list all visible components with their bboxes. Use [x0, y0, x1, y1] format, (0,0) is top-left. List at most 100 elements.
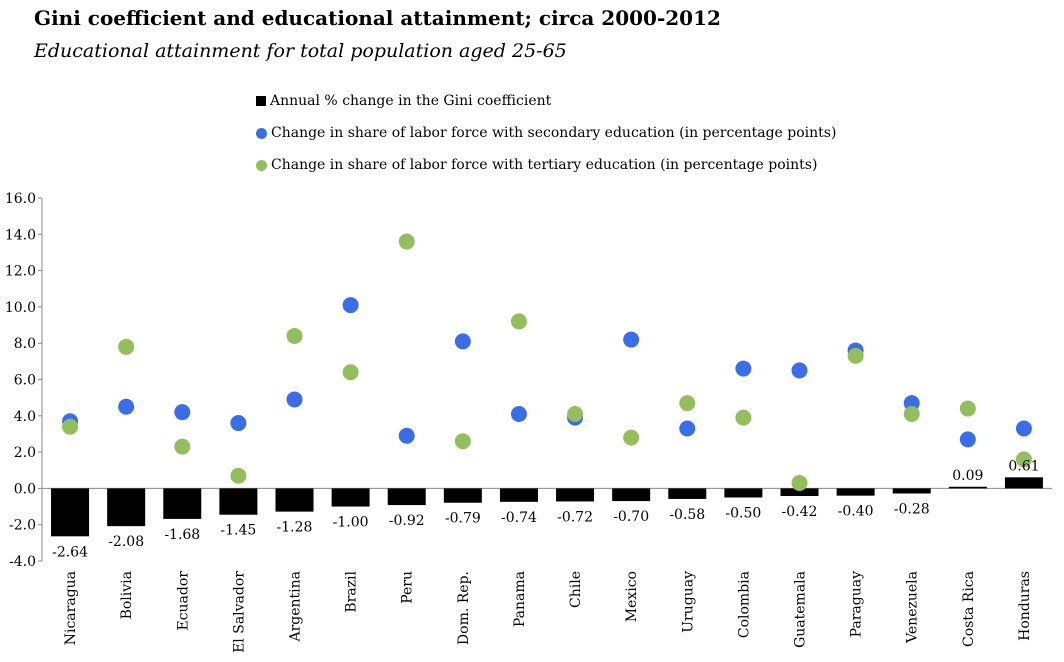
gini-bar — [892, 488, 931, 494]
secondary-point — [342, 297, 359, 314]
gini-bar — [443, 488, 482, 503]
y-tick-label: 16.0 — [5, 191, 36, 207]
bar-data-label: -0.42 — [782, 504, 818, 520]
x-tick-label: Ecuador — [175, 571, 191, 631]
chart-legend: Annual % change in the Gini coefficient … — [256, 92, 836, 188]
tertiary-point — [903, 405, 920, 422]
gini-bar — [780, 488, 819, 497]
secondary-point — [1015, 420, 1032, 437]
bar-data-label: -1.00 — [333, 515, 369, 531]
legend-label-secondary: Change in share of labor force with seco… — [271, 125, 837, 141]
tertiary-point — [623, 429, 640, 446]
gini-bar — [499, 488, 538, 502]
tertiary-point — [174, 438, 191, 455]
x-tick-label: Mexico — [624, 571, 640, 622]
chart-title: Gini coefficient and educational attainm… — [34, 6, 721, 30]
secondary-point — [286, 391, 303, 408]
tertiary-point — [1015, 451, 1032, 468]
gini-bar — [331, 488, 370, 507]
y-tick-label: 8.0 — [14, 336, 36, 352]
secondary-point — [623, 331, 640, 348]
x-tick-label: Costa Rica — [961, 571, 977, 647]
bar-data-label: -0.58 — [669, 507, 705, 523]
tertiary-point — [62, 418, 79, 435]
tertiary-point — [118, 338, 135, 355]
secondary-point — [230, 415, 247, 432]
y-tick-label: 6.0 — [14, 373, 36, 389]
bar-data-label: -0.74 — [501, 510, 537, 526]
x-tick-label: Colombia — [736, 571, 752, 638]
bar-data-label: -0.79 — [445, 511, 481, 527]
gini-bar — [275, 488, 314, 512]
x-tick-label: Venezuela — [905, 571, 921, 644]
y-tick-label: -4.0 — [9, 554, 36, 570]
tertiary-point — [735, 409, 752, 426]
bar-data-label: 0.09 — [952, 468, 983, 484]
y-tick-label: -2.0 — [9, 518, 36, 534]
bar-data-label: 0.61 — [1008, 458, 1039, 474]
secondary-point — [959, 431, 976, 448]
x-tick-label: Dom. Rep. — [456, 571, 472, 645]
bar-data-label: -2.08 — [108, 534, 144, 550]
tertiary-point — [454, 433, 471, 450]
gini-bar — [668, 488, 707, 499]
x-tick-label: El Salvador — [231, 571, 247, 653]
y-tick-label: 2.0 — [14, 445, 36, 461]
tertiary-point — [230, 467, 247, 484]
bar-data-label: -0.70 — [613, 509, 649, 525]
x-tick-label: Bolivia — [119, 571, 135, 619]
gini-bar — [836, 488, 875, 496]
y-tick-label: 14.0 — [5, 227, 36, 243]
bar-data-label: -0.92 — [389, 513, 425, 529]
secondary-point — [118, 398, 135, 415]
tertiary-point — [342, 364, 359, 381]
chart-subtitle: Educational attainment for total populat… — [34, 40, 567, 62]
gini-bar — [163, 488, 202, 519]
bar-data-label: -1.28 — [277, 520, 313, 536]
tertiary-point — [679, 395, 696, 412]
x-tick-label: Nicaragua — [63, 571, 79, 645]
gini-bar — [724, 488, 763, 498]
x-tick-label: Panama — [512, 571, 528, 627]
legend-swatch-tertiary — [256, 159, 267, 171]
bar-data-label: -2.64 — [52, 544, 88, 560]
tertiary-point — [567, 405, 584, 422]
gini-bar — [556, 488, 595, 502]
x-tick-label: Honduras — [1017, 571, 1033, 641]
gini-bar — [387, 488, 426, 506]
tertiary-point — [398, 233, 415, 250]
y-tick-label: 0.0 — [14, 481, 36, 497]
x-tick-label: Peru — [400, 571, 416, 604]
x-tick-label: Chile — [568, 571, 584, 608]
legend-item-tertiary: Change in share of labor force with tert… — [256, 156, 836, 174]
y-tick-label: 4.0 — [14, 409, 36, 425]
legend-item-secondary: Change in share of labor force with seco… — [256, 124, 836, 142]
x-tick-label: Guatemala — [793, 571, 809, 648]
tertiary-point — [286, 327, 303, 344]
gini-bar — [51, 488, 90, 537]
secondary-point — [174, 404, 191, 421]
legend-item-gini: Annual % change in the Gini coefficient — [256, 92, 836, 110]
bar-data-label: -0.28 — [894, 501, 930, 517]
y-tick-label: 10.0 — [5, 300, 36, 316]
legend-swatch-secondary — [256, 127, 267, 139]
tertiary-point — [510, 313, 527, 330]
bar-data-label: -0.40 — [838, 504, 874, 520]
gini-bar — [219, 488, 258, 515]
legend-label-gini: Annual % change in the Gini coefficient — [270, 93, 552, 109]
secondary-point — [791, 362, 808, 379]
bar-data-label: -1.68 — [164, 527, 200, 543]
legend-label-tertiary: Change in share of labor force with tert… — [271, 157, 818, 173]
secondary-point — [735, 360, 752, 377]
tertiary-point — [791, 474, 808, 491]
x-tick-label: Brazil — [344, 570, 360, 612]
x-tick-label: Argentina — [288, 571, 304, 643]
x-tick-label: Paraguay — [849, 571, 865, 638]
tertiary-point — [959, 400, 976, 417]
tertiary-point — [847, 347, 864, 364]
bar-data-label: -0.72 — [557, 509, 593, 525]
bar-data-label: -1.45 — [220, 523, 256, 539]
bar-data-label: -0.50 — [725, 505, 761, 521]
secondary-point — [510, 405, 527, 422]
